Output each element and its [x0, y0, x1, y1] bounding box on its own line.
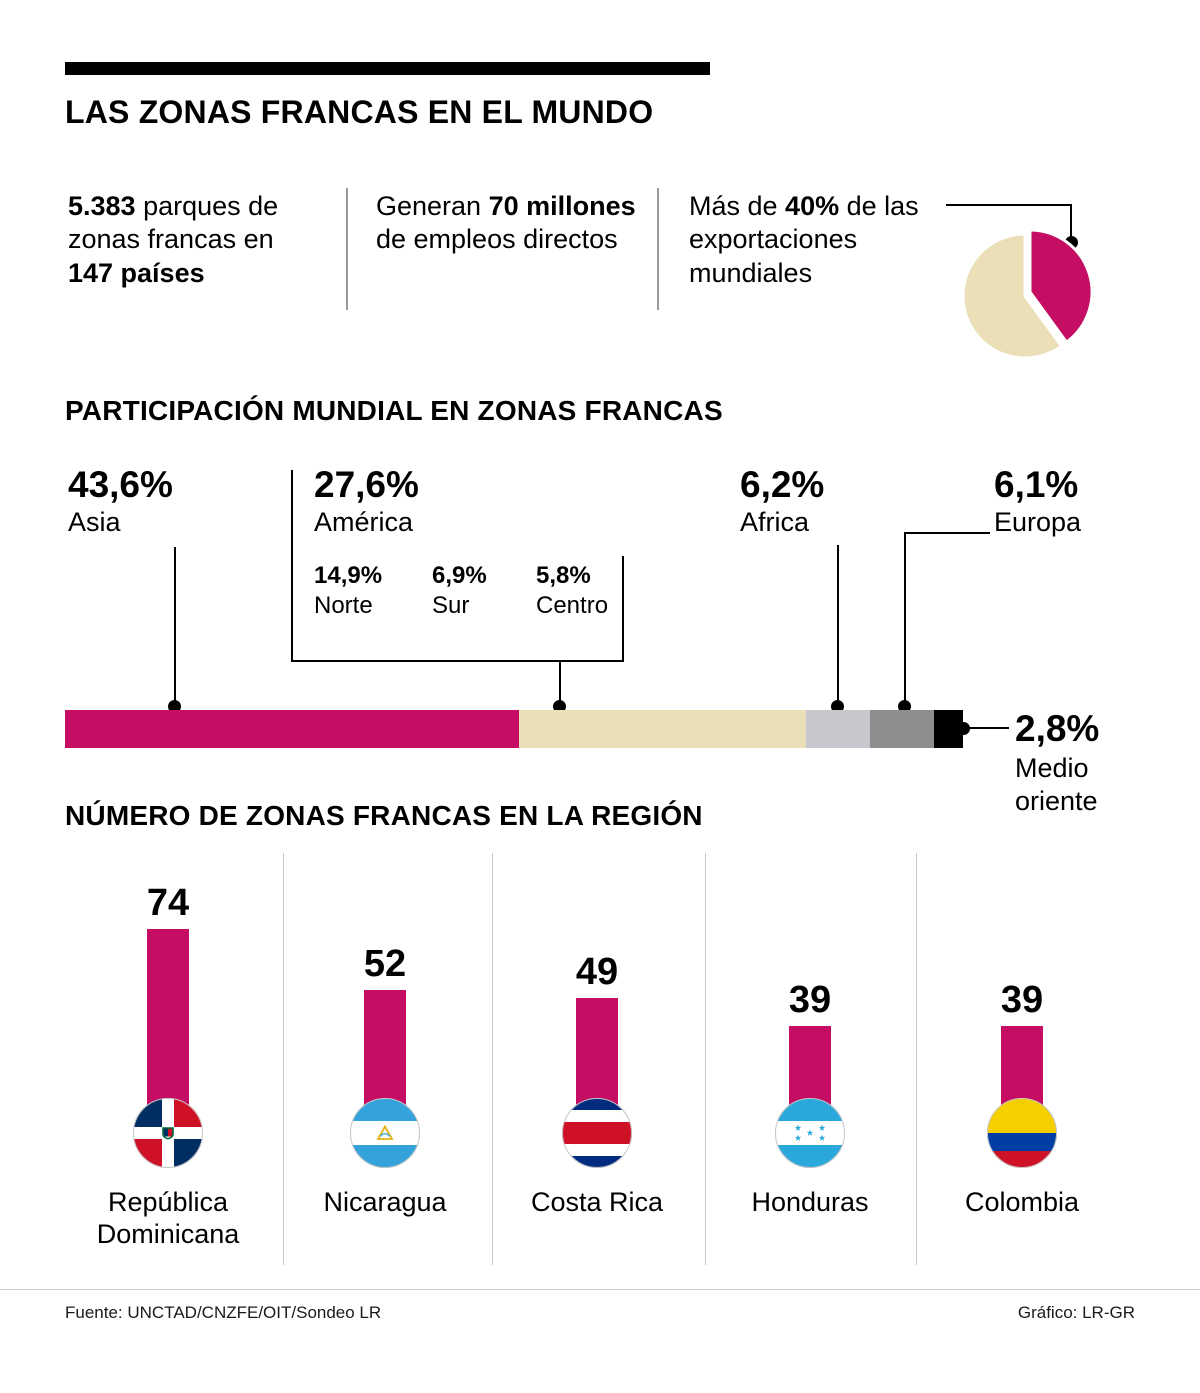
america-bracket-right: [622, 556, 624, 662]
asia-value: 43,6%: [68, 464, 173, 505]
stat-divider-1: [346, 188, 348, 310]
country-label: Honduras: [751, 1187, 869, 1217]
sur-value: 6,9%: [432, 562, 487, 589]
pie-callout-line-horizontal: [946, 204, 1072, 206]
title-rule: [65, 62, 710, 75]
connector-line-medio-oriente: [963, 727, 1009, 729]
flag-costa-rica-icon: [562, 1098, 632, 1168]
medio-oriente-value: 2,8%: [1015, 708, 1100, 749]
stat-parques: 5.383 parques de zonas francas en 147 pa…: [68, 191, 279, 288]
country-label: República Dominicana: [96, 1187, 240, 1249]
flag-nicaragua-icon: [350, 1098, 420, 1168]
column-divider-1: [283, 853, 284, 1265]
bar-value-label: 52: [363, 943, 407, 985]
column-divider-2: [492, 853, 493, 1265]
flag-dominican-republic-icon: [133, 1098, 203, 1168]
pie-callout-line-vertical: [1070, 204, 1072, 238]
africa-label: Africa: [740, 507, 810, 537]
region-column-costa-rica: 49 Costa Rica: [497, 855, 697, 1265]
graphic-credit: Gráfico: LR-GR: [1017, 1303, 1135, 1322]
connector-line-africa: [837, 545, 839, 708]
america-bracket-left: [291, 470, 293, 662]
stat-empleos: Generan 70 millones de empleos directos: [376, 191, 636, 255]
europa-value: 6,1%: [994, 464, 1079, 505]
bar-segment-asia: [65, 710, 519, 748]
stat-exportaciones: Más de 40% de las exportaciones mundiale…: [689, 191, 919, 288]
connector-line-europa-horizontal: [904, 532, 990, 534]
region-column-nicaragua: 52 Nicaragua: [285, 855, 485, 1265]
country-label: Costa Rica: [530, 1187, 664, 1217]
section-participation-title: PARTICIPACIÓN MUNDIAL EN ZONAS FRANCAS: [65, 395, 723, 426]
bar-value-label: 39: [788, 979, 832, 1021]
medio-oriente-label: Medio oriente: [1015, 753, 1098, 816]
exports-pie-chart: [961, 228, 1094, 360]
sur-label: Sur: [432, 592, 470, 619]
column-divider-4: [916, 853, 917, 1265]
bar-value-label: 39: [1000, 979, 1044, 1021]
bar-segment-europa: [870, 710, 934, 748]
connector-dot-europa: [898, 700, 911, 713]
country-label: Colombia: [964, 1187, 1080, 1217]
connector-dot-asia: [168, 700, 181, 713]
africa-value: 6,2%: [740, 464, 825, 505]
flag-honduras-icon: [775, 1098, 845, 1168]
section-region-title: NÚMERO DE ZONAS FRANCAS EN LA REGIÓN: [65, 800, 703, 831]
norte-value: 14,9%: [314, 562, 383, 589]
participation-stacked-bar: [65, 710, 963, 748]
centro-label: Centro: [536, 592, 609, 619]
america-value: 27,6%: [314, 464, 419, 505]
america-label: América: [314, 507, 414, 537]
footer-rule: [0, 1289, 1200, 1290]
connector-line-asia: [174, 547, 176, 707]
bar-value-label: 49: [575, 951, 619, 993]
bar-segment-america: [518, 710, 806, 748]
column-divider-3: [705, 853, 706, 1265]
stat-divider-2: [657, 188, 659, 310]
source-credit: Fuente: UNCTAD/CNZFE/OIT/Sondeo LR: [65, 1303, 382, 1322]
norte-label: Norte: [314, 592, 373, 619]
flag-colombia-icon: [987, 1098, 1057, 1168]
connector-line-europa-vertical: [904, 532, 906, 708]
america-bracket-bottom: [291, 660, 624, 662]
connector-dot-africa: [831, 700, 844, 713]
centro-value: 5,8%: [536, 562, 591, 589]
connector-line-america: [559, 662, 561, 708]
region-column-dominican-republic: 74 República Dominicana: [68, 855, 268, 1265]
asia-label: Asia: [68, 507, 121, 537]
europa-label: Europa: [994, 507, 1082, 537]
region-column-colombia: 39 Colombia: [922, 855, 1122, 1265]
connector-dot-america: [553, 700, 566, 713]
bar-value-label: 74: [146, 882, 190, 924]
region-column-honduras: 39 Honduras: [710, 855, 910, 1265]
main-title: LAS ZONAS FRANCAS EN EL MUNDO: [65, 94, 654, 130]
bar-segment-africa: [805, 710, 871, 748]
country-label: Nicaragua: [323, 1187, 447, 1217]
